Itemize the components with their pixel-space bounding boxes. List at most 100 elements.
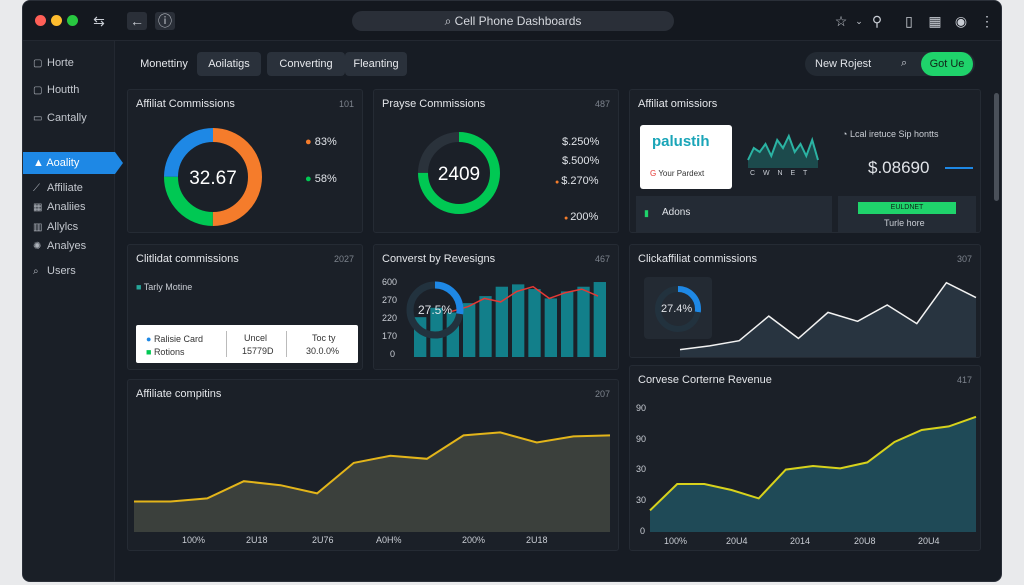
tab-planning[interactable]: Fleanting	[345, 52, 407, 76]
sidebar-item-label: Cantally	[47, 112, 87, 124]
x-tick: 20U4	[918, 536, 940, 546]
plugin-icon: ▮	[644, 208, 649, 218]
scrollbar[interactable]	[994, 93, 999, 201]
x-tick: 2014	[790, 536, 811, 546]
sidebar-item-analyes[interactable]: ✺ Analyes	[33, 237, 86, 255]
health-icon: ▢	[33, 85, 43, 96]
chevron-down-icon[interactable]: ⌄	[855, 16, 863, 26]
series-line	[134, 431, 611, 503]
shield-icon[interactable]: ◉	[954, 13, 968, 29]
title-bar: ⇆ ← ⓘ ⌕ Cell Phone Dashboards ☆ ⌄ ⚲ ▯ ▦ …	[23, 1, 1001, 41]
donut-slice	[406, 281, 464, 339]
sidebar-item-label: Aoality	[46, 157, 80, 169]
mini-chart-ticks: C W N E T	[750, 170, 811, 177]
card-affiliate-competitions: Affiliate compitins 207 100% 2U18 2U76 A…	[127, 379, 619, 551]
column-header: Uncel	[244, 333, 268, 343]
tab-affiliates[interactable]: Aoilatigs	[197, 52, 261, 76]
new-project-button[interactable]: New Rojest	[815, 58, 872, 70]
series-line	[747, 133, 819, 161]
x-tick: 2U18	[246, 535, 268, 545]
back-arrow-icon[interactable]: ←	[127, 12, 147, 30]
legend-square-icon: ■	[146, 347, 154, 357]
x-tick: 2U76	[312, 535, 334, 545]
card-converts-by-revenue: Converst by Revesigns 467 600 270 220 17…	[373, 244, 619, 370]
sidebar: ▢ Horte ▢ Houtth ▭ Cantally ▲ Aoality ⟋ Affi…	[23, 41, 123, 581]
card-click-commissions: Clitlidat commissions 2027 ■ Tarly Motin…	[127, 244, 363, 370]
grid-icon[interactable]: ▦	[928, 13, 942, 29]
minimize-window-button[interactable]	[51, 15, 62, 26]
donut-chart: 2409	[418, 132, 500, 214]
tab-converting[interactable]: Converting	[267, 52, 345, 76]
table-row: ■ Rotions	[146, 347, 185, 357]
divider	[286, 331, 287, 357]
bar	[593, 282, 606, 357]
card-number: 2027	[333, 254, 354, 264]
chart-icon: ▥	[33, 222, 43, 233]
clock-icon: ◔	[842, 129, 850, 139]
area-fill	[134, 432, 610, 532]
tab-switch-icon[interactable]: ⇆	[93, 13, 105, 29]
y-tick: 0	[640, 526, 646, 536]
divider	[226, 331, 227, 357]
card-title: Prayse Commissions	[382, 98, 486, 110]
donut-center-label: 32.67	[189, 168, 237, 189]
star-icon[interactable]: ☆	[834, 13, 848, 29]
legend-item: ● 83%	[305, 136, 337, 148]
new-project-bar: New Rojest ⌕ Got Ue	[805, 52, 975, 76]
card-click-affiliate-commissions: Clickaffiliat commissions 307 27.4%	[629, 244, 981, 358]
y-tick: 30	[636, 495, 647, 505]
legend-dot-icon: ●	[146, 334, 154, 344]
y-tick: 220	[382, 313, 398, 323]
sidebar-item-home[interactable]: ▢ Horte	[33, 54, 74, 72]
legend-item: ■ Tarly Motine	[136, 282, 193, 292]
bar	[495, 286, 508, 357]
brand-logo: palustih	[652, 133, 710, 150]
bullet-icon: ●	[564, 215, 571, 222]
addons-row[interactable]: ▮ Adons	[636, 196, 832, 232]
info-text: ◔ Lcal iretuce Sip hontts	[842, 129, 939, 139]
sidebar-item-affiliate[interactable]: ⟋ Affiliate	[33, 179, 83, 197]
close-window-button[interactable]	[35, 15, 46, 26]
info-icon[interactable]: ⓘ	[155, 12, 175, 30]
donut-value: 27.5%	[418, 303, 453, 317]
sidebar-item-active[interactable]: ▲ Aoality	[23, 152, 123, 174]
sidebar-item-calendar[interactable]: ▭ Cantally	[33, 109, 87, 127]
sidebar-item-allylcs[interactable]: ▥ Allylcs	[33, 218, 78, 236]
search-icon: ⌕	[33, 266, 39, 277]
maximize-window-button[interactable]	[67, 15, 78, 26]
donut-value: 27.4%	[661, 303, 693, 315]
y-tick: 30	[636, 464, 647, 474]
address-text: Cell Phone Dashboards	[454, 14, 582, 28]
go-button[interactable]: Got Ue	[921, 52, 973, 76]
extension-icon[interactable]: ⚲	[871, 13, 883, 29]
sidebar-item-analytics[interactable]: ▦ Analiies	[33, 198, 86, 216]
home-icon: ▢	[33, 58, 43, 69]
card-converse-revenue: Corvese Corterne Revenue 417 90 90 30 30…	[629, 365, 981, 551]
line-chart	[679, 281, 977, 357]
y-tick: 90	[636, 434, 647, 444]
address-bar[interactable]: ⌕ Cell Phone Dashboards	[352, 11, 674, 31]
sidebar-item-health[interactable]: ▢ Houtth	[33, 81, 79, 99]
device-icon[interactable]: ▯	[905, 13, 913, 29]
card-title: Converst by Revesigns	[382, 253, 496, 265]
sidebar-item-label: Horte	[47, 57, 74, 69]
donut-slice	[655, 286, 701, 332]
x-tick: 100%	[182, 535, 206, 545]
sidebar-item-users[interactable]: ⌕ Users	[33, 262, 76, 280]
y-tick: 270	[382, 295, 398, 305]
card-title: Affiliat omissiors	[638, 98, 718, 110]
x-tick: 2U18	[526, 535, 548, 545]
donut-slice	[164, 128, 262, 226]
link-icon: ⟋	[33, 183, 40, 194]
menu-icon[interactable]: ⋮	[980, 13, 994, 29]
card-title: Affiliat Commissions	[136, 98, 235, 110]
google-icon: G	[650, 169, 659, 178]
card-title: Clickaffiliat commissions	[638, 253, 757, 265]
brand-subtitle: G Your Pardext	[650, 169, 705, 178]
donut-center-label: 2409	[438, 164, 480, 185]
tab-monetizing[interactable]: Monettiny	[140, 58, 188, 70]
search-icon[interactable]: ⌕	[901, 57, 908, 69]
brand-card[interactable]: palustih G Your Pardext	[640, 125, 732, 189]
bar	[463, 303, 476, 357]
y-tick: 170	[382, 331, 398, 341]
